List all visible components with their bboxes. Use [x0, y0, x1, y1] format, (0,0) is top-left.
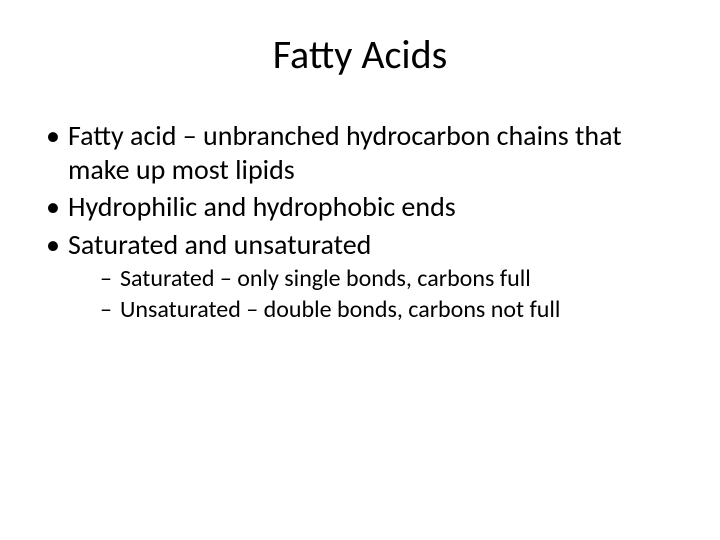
slide: Fatty Acids Fatty acid – unbranched hydr…	[0, 0, 720, 540]
bullet-text: Fatty acid – unbranched hydrocarbon chai…	[68, 118, 622, 187]
sub-bullet-text: Saturated – only single bonds, carbons f…	[120, 264, 531, 293]
sub-bullet-text: Unsaturated – double bonds, carbons not …	[120, 295, 560, 324]
sub-list-item: Unsaturated – double bonds, carbons not …	[96, 296, 680, 325]
sub-list-item: Saturated – only single bonds, carbons f…	[96, 265, 680, 294]
slide-content: Fatty acid – unbranched hydrocarbon chai…	[40, 119, 680, 325]
bullet-text: Hydrophilic and hydrophobic ends	[68, 189, 456, 224]
bullet-text: Saturated and unsaturated	[68, 227, 371, 262]
sub-bullet-list: Saturated – only single bonds, carbons f…	[68, 265, 680, 325]
list-item: Fatty acid – unbranched hydrocarbon chai…	[40, 119, 680, 186]
slide-title: Fatty Acids	[40, 30, 680, 79]
bullet-list: Fatty acid – unbranched hydrocarbon chai…	[40, 119, 680, 325]
list-item: Saturated and unsaturated Saturated – on…	[40, 228, 680, 325]
list-item: Hydrophilic and hydrophobic ends	[40, 190, 680, 224]
